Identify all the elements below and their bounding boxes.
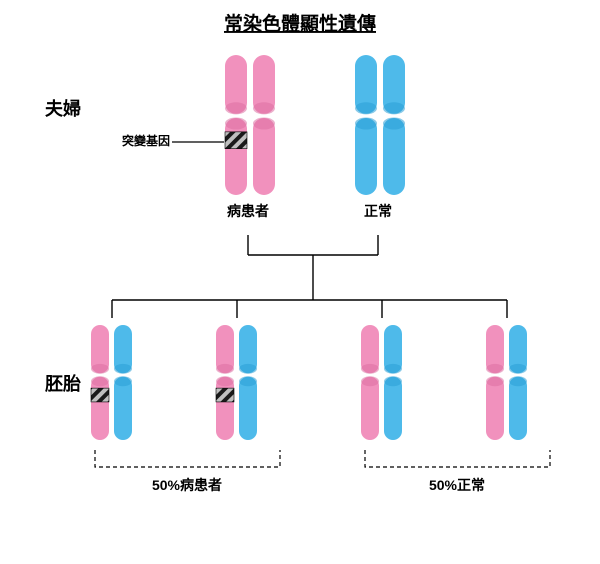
inheritance-diagram: 常染色體顯性遺傳 夫婦 胚胎 突變基因 病患者 正常 50%病患者 50%正常 [0,0,600,564]
parents-section-label: 夫婦 [45,98,81,119]
offspring-3-pair [361,325,402,440]
offspring-2-pair-right [239,325,257,440]
parent-affected-pair [225,55,275,195]
offspring-3-pair-left [361,325,379,440]
parent-affected-pair-right [253,55,275,195]
offspring-normal-label: 50%正常 [429,477,485,493]
offspring-group [91,325,527,440]
offspring-2-pair-left [216,325,234,440]
offspring-4-pair [486,325,527,440]
inheritance-tree [112,235,507,318]
offspring-2-pair [216,325,257,440]
diagram-title: 常染色體顯性遺傳 [224,12,376,35]
offspring-4-pair-right [509,325,527,440]
offspring-4-pair-left [486,325,504,440]
offspring-1-pair-left [91,325,109,440]
parent-affected-pair-left [225,55,247,195]
parent-normal-pair-left [355,55,377,195]
offspring-affected-label: 50%病患者 [152,477,222,493]
parent-normal-label: 正常 [364,203,392,219]
parents-group [225,55,405,195]
offspring-1-pair-right [114,325,132,440]
mutant-gene-band [91,388,109,402]
mutant-gene-band [225,132,247,149]
offspring-1-pair [91,325,132,440]
offspring-section-label: 胚胎 [44,373,81,394]
parent-normal-pair-right [383,55,405,195]
offspring-brackets [95,450,550,467]
offspring-3-pair-right [384,325,402,440]
mutant-gene-band [216,388,234,402]
parent-affected-label: 病患者 [227,203,269,219]
parent-normal-pair [355,55,405,195]
mutant-gene-label: 突變基因 [122,133,170,148]
